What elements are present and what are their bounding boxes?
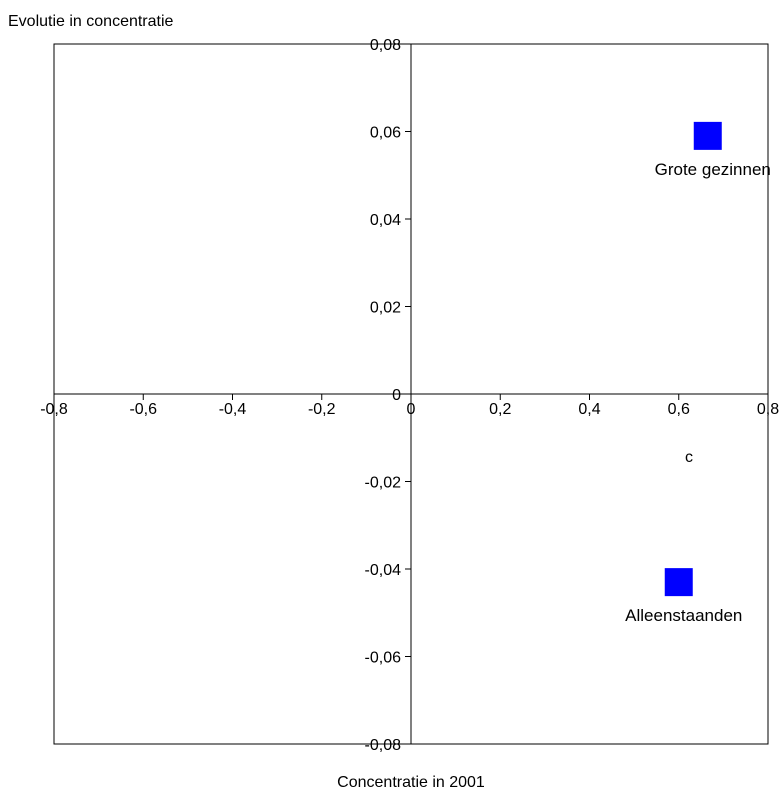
x-axis-title: Concentratie in 2001: [337, 774, 485, 791]
x-tick-label: -0,4: [219, 401, 247, 418]
y-axis-title: Evolutie in concentratie: [8, 13, 174, 30]
y-tick-label: 0: [392, 387, 401, 404]
data-points: Grote gezinnen Alleenstaanden: [625, 121, 771, 625]
y-tick-label: 0,04: [370, 212, 401, 229]
x-ticks: -0,8 -0,6 -0,4 -0,2 0 0,2 0,4 0,6 0,8: [40, 394, 779, 418]
y-tick-label: -0,02: [365, 475, 402, 492]
x-tick-label: 0: [407, 401, 416, 418]
y-tick-label: 0,02: [370, 300, 401, 317]
data-point-marker: [693, 121, 722, 150]
y-tick-label: -0,08: [365, 737, 402, 754]
x-tick-label: -0,8: [40, 401, 68, 418]
axis-annotation: c: [685, 449, 693, 466]
x-tick-label: 0,4: [578, 401, 600, 418]
x-tick-label: 0,8: [757, 401, 779, 418]
data-point-marker: [664, 568, 693, 597]
data-point-label: Alleenstaanden: [625, 606, 742, 625]
data-point-label: Grote gezinnen: [655, 160, 771, 179]
x-tick-label: 0,2: [489, 401, 511, 418]
x-tick-label: 0,6: [668, 401, 690, 418]
y-tick-label: 0,06: [370, 125, 401, 142]
y-tick-label: 0,08: [370, 37, 401, 54]
x-tick-label: -0,2: [308, 401, 336, 418]
y-ticks: 0,08 0,06 0,04 0,02 0 -0,02 -0,04 -0,06 -0,08: [365, 37, 411, 754]
y-tick-label: -0,06: [365, 650, 402, 667]
x-tick-label: -0,6: [129, 401, 157, 418]
y-tick-label: -0,04: [365, 562, 402, 579]
